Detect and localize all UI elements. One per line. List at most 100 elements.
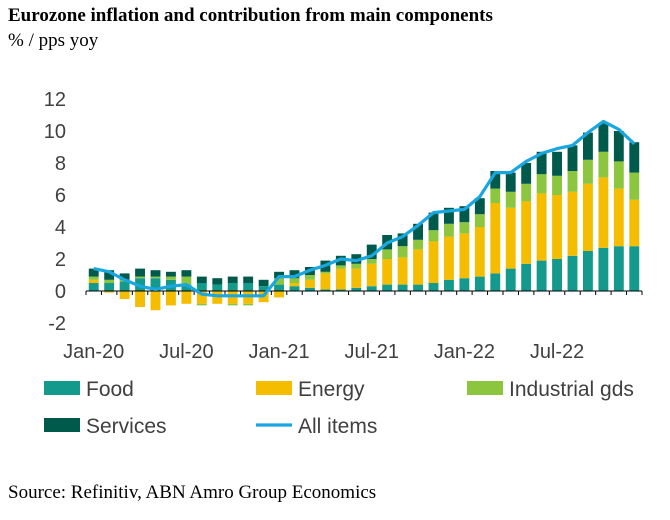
y-tick-label: 8	[55, 153, 66, 175]
bar-segment	[196, 276, 207, 283]
legend-label-services: Services	[86, 415, 167, 438]
bar-segment	[150, 270, 161, 277]
x-tick-label: Jan-22	[434, 341, 495, 363]
bar-segment	[459, 278, 470, 291]
bar-segment	[150, 291, 161, 311]
bar-segment	[428, 212, 439, 231]
bar-segment	[196, 283, 207, 291]
bar-segment	[320, 271, 331, 274]
bar-segment	[274, 291, 284, 298]
bar-segment	[444, 223, 454, 237]
bar-segment	[413, 249, 423, 285]
legend-swatch-food	[44, 381, 80, 395]
chart-subtitle: % / pps yoy	[8, 30, 99, 51]
bar-segment	[166, 291, 176, 306]
bar-segment	[243, 303, 254, 306]
bar-segment	[335, 289, 346, 291]
bar-segment	[505, 268, 516, 291]
bar-segment	[335, 265, 346, 269]
bar-segment	[212, 284, 223, 291]
bar-segment	[521, 201, 532, 264]
bar-segment	[474, 198, 485, 215]
bar-segment	[521, 263, 532, 291]
bar-segment	[351, 263, 362, 269]
bar-segment	[274, 278, 284, 285]
bar-segment	[613, 131, 624, 162]
x-tick-label: Jul-22	[530, 341, 584, 363]
x-tick-label: Jan-21	[248, 341, 309, 363]
bar-segment	[366, 286, 377, 291]
bar-segment	[598, 123, 609, 152]
legend-label-food: Food	[86, 378, 134, 401]
bar-segment	[536, 260, 547, 291]
x-tick-label: Jul-20	[159, 341, 213, 363]
bar-segment	[459, 206, 470, 223]
zero-axis	[85, 290, 643, 295]
bar-segment	[598, 151, 609, 178]
bar-segment	[397, 233, 408, 247]
bar-segment	[474, 276, 485, 291]
legend-label-energy: Energy	[298, 378, 365, 401]
bar-segment	[598, 247, 609, 291]
legend-label-industrial-gds: Industrial gds	[509, 378, 634, 401]
bar-segment	[444, 236, 454, 280]
x-tick-label: Jul-21	[344, 341, 398, 363]
bar-segment	[104, 279, 115, 283]
bar-segment	[366, 259, 377, 264]
bar-segment	[305, 275, 315, 280]
bar-segment	[536, 151, 547, 175]
bar-segment	[521, 183, 532, 202]
bar-segment	[567, 255, 578, 291]
bar-segment	[320, 273, 331, 290]
bar-segment	[474, 227, 485, 277]
bar-segment	[382, 249, 393, 259]
bar-segment	[119, 281, 130, 291]
bar-segment	[382, 259, 393, 285]
bar-segment	[629, 246, 640, 291]
bar-segment	[150, 278, 161, 291]
bar-segment	[119, 273, 130, 280]
bar-segment	[243, 283, 254, 291]
bar-segment	[351, 268, 362, 288]
bar-segment	[135, 268, 145, 277]
bar-segment	[567, 191, 578, 256]
bar-segment	[459, 233, 470, 279]
bar-segment	[104, 283, 115, 291]
bar-segment	[444, 207, 454, 224]
line-layer	[93, 119, 636, 298]
all-items-line	[93, 119, 636, 298]
bar-segment	[289, 286, 300, 291]
bar-segment	[629, 172, 640, 200]
y-tick-label: 0	[55, 281, 66, 303]
bar-segment	[613, 188, 624, 247]
bar-segment	[305, 287, 315, 291]
bar-segment	[289, 278, 300, 283]
bar-segment	[119, 291, 130, 299]
bar-segment	[505, 191, 516, 208]
bar-segment	[428, 241, 439, 283]
chart-title: Eurozone inflation and contribution from…	[8, 5, 493, 26]
bar-segment	[166, 271, 176, 277]
bar-segment	[598, 177, 609, 248]
bar-segment	[552, 151, 562, 176]
y-axis-ticks: 12 10 8 6 4 2 0 -2	[44, 89, 66, 335]
bar-segment	[583, 183, 593, 251]
bar-segment	[444, 279, 454, 291]
bar-segment	[212, 278, 223, 285]
bar-segment	[536, 174, 547, 194]
bar-segment	[274, 271, 284, 279]
bar-segment	[258, 286, 269, 291]
bar-segment	[397, 284, 408, 291]
bar-segment	[289, 283, 300, 287]
bar-segment	[366, 244, 377, 259]
bar-segment	[552, 259, 562, 291]
bar-segment	[227, 303, 238, 306]
bar-segment	[552, 195, 562, 259]
chart-source: Source: Refinitiv, ABN Amro Group Econom…	[8, 482, 377, 503]
x-tick-label: Jan-20	[63, 341, 124, 363]
bar-segment	[474, 214, 485, 227]
bar-segment	[459, 222, 470, 234]
bar-segment	[583, 159, 593, 184]
bar-segment	[428, 230, 439, 242]
